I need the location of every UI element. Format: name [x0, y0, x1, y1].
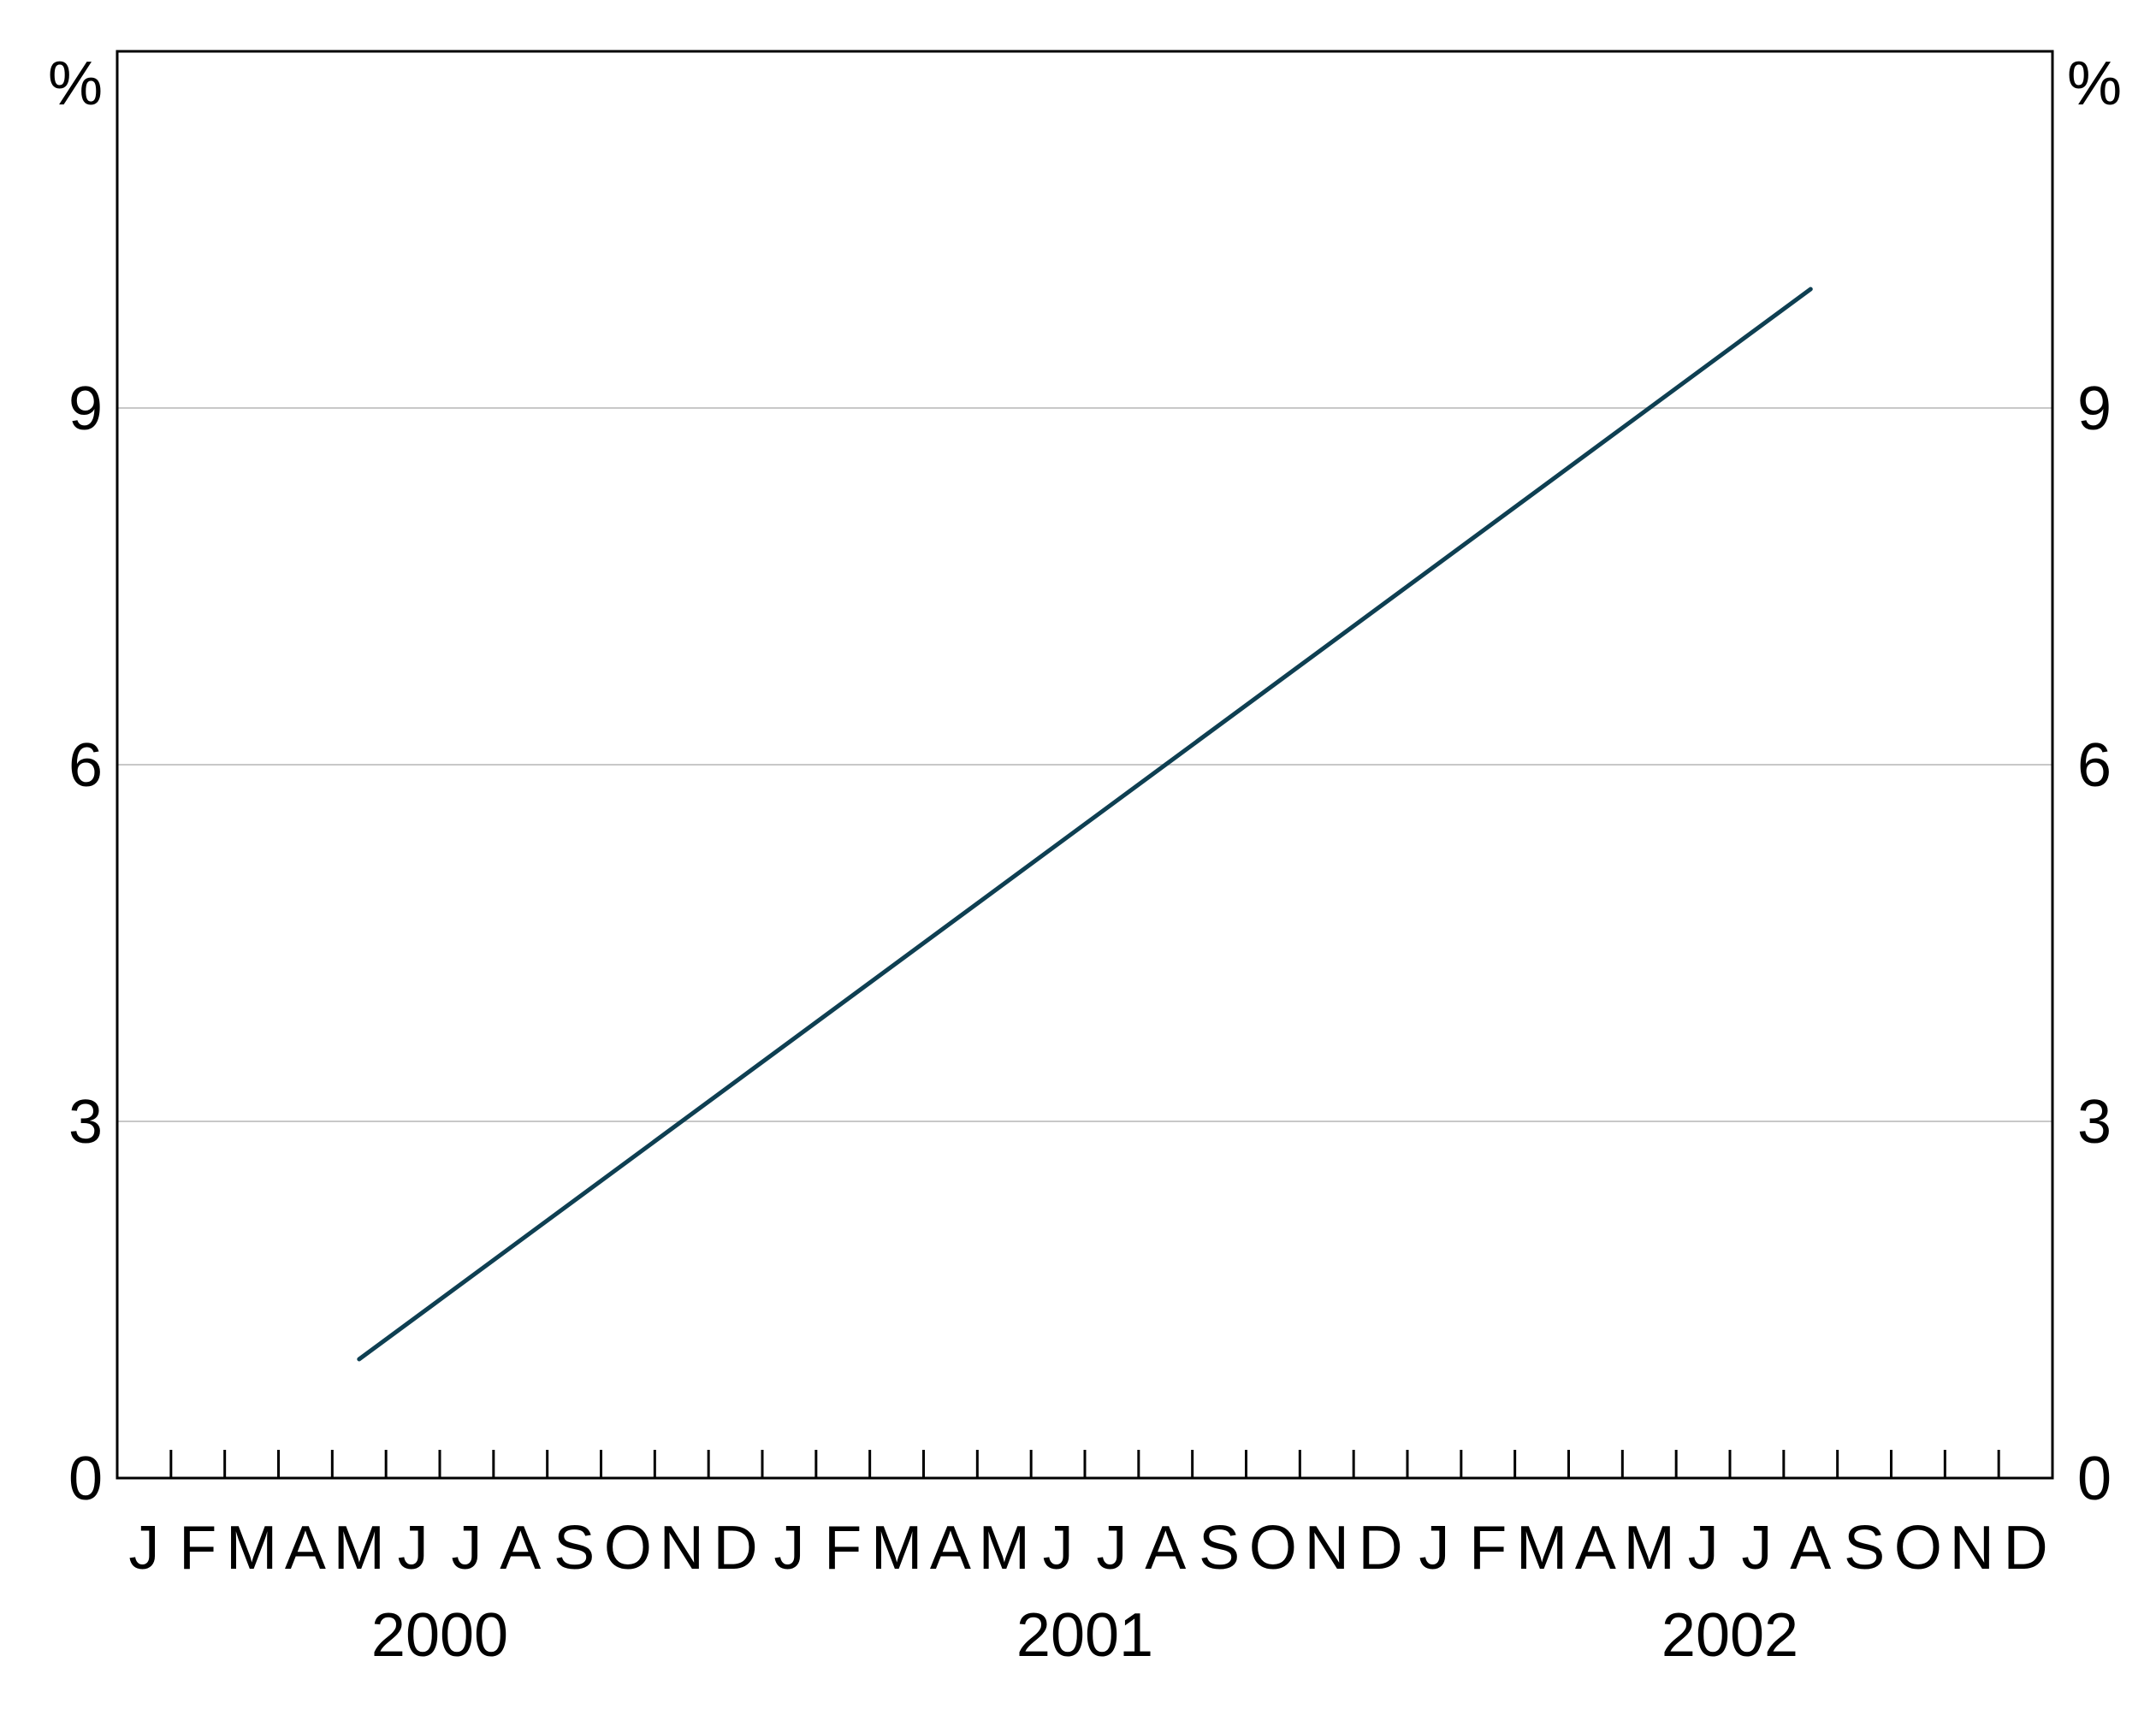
- y-axis-right-unit: %: [2067, 50, 2122, 118]
- x-month-label: J: [128, 1514, 159, 1582]
- y-tick-label-left: 9: [68, 375, 103, 443]
- y-axis-left-labels: 0 3 6 9: [68, 375, 103, 1513]
- x-month-label: N: [1950, 1514, 1994, 1582]
- x-month-label: D: [714, 1514, 758, 1582]
- x-month-label: F: [179, 1514, 216, 1582]
- series-layer: [357, 287, 1813, 1362]
- x-month-label: O: [1249, 1514, 1297, 1582]
- y-axis-right-labels: 0 3 6 9: [2077, 375, 2112, 1513]
- x-month-label: J: [1043, 1514, 1074, 1582]
- x-month-label: J: [451, 1514, 482, 1582]
- x-month-label: N: [1305, 1514, 1349, 1582]
- x-month-label: A: [285, 1514, 326, 1582]
- x-year-label: 2001: [1016, 1601, 1153, 1670]
- x-month-label: N: [660, 1514, 704, 1582]
- series-line: [357, 287, 1813, 1362]
- y-tick-label-left: 3: [68, 1088, 103, 1156]
- x-month-label: J: [1419, 1514, 1449, 1582]
- x-axis-year-labels: 2000 2001 2002: [371, 1601, 1798, 1670]
- x-month-label: M: [871, 1514, 922, 1582]
- x-month-label: S: [554, 1514, 595, 1582]
- x-month-label: D: [1359, 1514, 1403, 1582]
- x-month-label: M: [979, 1514, 1030, 1582]
- y-tick-label-right: 0: [2077, 1445, 2112, 1513]
- y-tick-label-right: 3: [2077, 1088, 2112, 1156]
- x-month-label: D: [2004, 1514, 2048, 1582]
- x-month-label: A: [500, 1514, 541, 1582]
- y-tick-label-right: 6: [2077, 731, 2112, 800]
- x-month-label: J: [1096, 1514, 1127, 1582]
- x-month-label: J: [773, 1514, 804, 1582]
- x-month-label: M: [1624, 1514, 1675, 1582]
- x-month-label: M: [334, 1514, 385, 1582]
- x-axis-ticks: [169, 1450, 2000, 1478]
- x-month-label: F: [1469, 1514, 1507, 1582]
- x-month-label: M: [1516, 1514, 1567, 1582]
- x-month-label: F: [824, 1514, 862, 1582]
- x-month-label: S: [1844, 1514, 1885, 1582]
- x-month-label: J: [398, 1514, 429, 1582]
- x-month-label: M: [226, 1514, 277, 1582]
- x-month-label: S: [1199, 1514, 1240, 1582]
- x-year-label: 2002: [1661, 1601, 1798, 1670]
- x-year-label: 2000: [371, 1601, 508, 1670]
- y-tick-label-right: 9: [2077, 375, 2112, 443]
- x-month-label: A: [930, 1514, 971, 1582]
- y-axis-left-unit: %: [48, 50, 103, 118]
- x-month-label: J: [1741, 1514, 1772, 1582]
- x-month-label: O: [1894, 1514, 1942, 1582]
- x-month-label: O: [604, 1514, 652, 1582]
- x-month-label: A: [1145, 1514, 1186, 1582]
- x-month-label: J: [1688, 1514, 1719, 1582]
- x-month-label: A: [1575, 1514, 1616, 1582]
- gridlines: [117, 407, 2052, 1122]
- y-tick-label-left: 6: [68, 731, 103, 800]
- x-month-label: A: [1790, 1514, 1831, 1582]
- y-tick-label-left: 0: [68, 1445, 103, 1513]
